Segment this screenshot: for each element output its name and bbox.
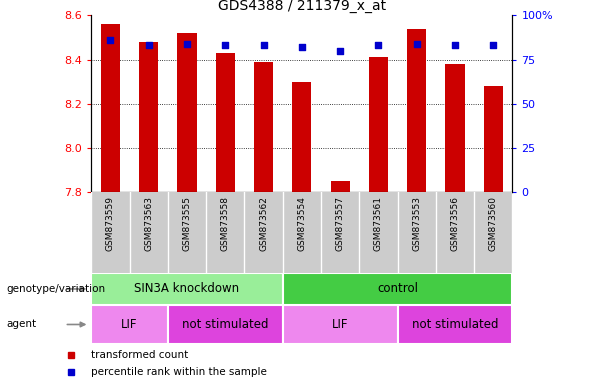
- Title: GDS4388 / 211379_x_at: GDS4388 / 211379_x_at: [218, 0, 386, 13]
- Text: GSM873556: GSM873556: [451, 196, 459, 251]
- Text: LIF: LIF: [332, 318, 349, 331]
- Bar: [407, 29, 426, 192]
- Point: [106, 37, 115, 43]
- Bar: [254, 62, 273, 192]
- Bar: [283, 305, 398, 344]
- Bar: [177, 33, 197, 192]
- Text: SIN3A knockdown: SIN3A knockdown: [134, 283, 240, 295]
- Text: GSM873563: GSM873563: [144, 196, 153, 251]
- Text: GSM873562: GSM873562: [259, 196, 268, 251]
- Text: GSM873560: GSM873560: [489, 196, 498, 251]
- Text: control: control: [377, 283, 418, 295]
- Text: GSM873553: GSM873553: [412, 196, 421, 251]
- Text: GSM873557: GSM873557: [336, 196, 345, 251]
- Bar: [398, 305, 512, 344]
- Bar: [139, 42, 158, 192]
- Bar: [101, 24, 120, 192]
- Text: GSM873558: GSM873558: [221, 196, 230, 251]
- Point: [259, 42, 268, 48]
- Text: GSM873555: GSM873555: [183, 196, 191, 251]
- Point: [412, 41, 421, 47]
- Point: [450, 42, 459, 48]
- Text: transformed count: transformed count: [91, 350, 188, 360]
- Bar: [292, 82, 312, 192]
- Text: percentile rank within the sample: percentile rank within the sample: [91, 367, 267, 377]
- Text: not stimulated: not stimulated: [182, 318, 269, 331]
- Bar: [283, 273, 512, 305]
- Bar: [484, 86, 503, 192]
- Point: [183, 41, 192, 47]
- Bar: [168, 305, 283, 344]
- Text: GSM873561: GSM873561: [374, 196, 383, 251]
- Text: genotype/variation: genotype/variation: [6, 284, 105, 294]
- Bar: [216, 53, 235, 192]
- Bar: [91, 305, 168, 344]
- Text: GSM873559: GSM873559: [106, 196, 115, 251]
- Point: [335, 48, 345, 54]
- Bar: [445, 64, 465, 192]
- Bar: [330, 181, 350, 192]
- Point: [220, 42, 230, 48]
- Point: [144, 42, 153, 48]
- Bar: [369, 57, 388, 192]
- Point: [373, 42, 383, 48]
- Bar: [91, 273, 283, 305]
- Text: LIF: LIF: [121, 318, 138, 331]
- Text: GSM873554: GSM873554: [297, 196, 306, 251]
- Point: [488, 42, 498, 48]
- Text: not stimulated: not stimulated: [412, 318, 498, 331]
- Point: [297, 44, 306, 50]
- Text: agent: agent: [6, 319, 36, 329]
